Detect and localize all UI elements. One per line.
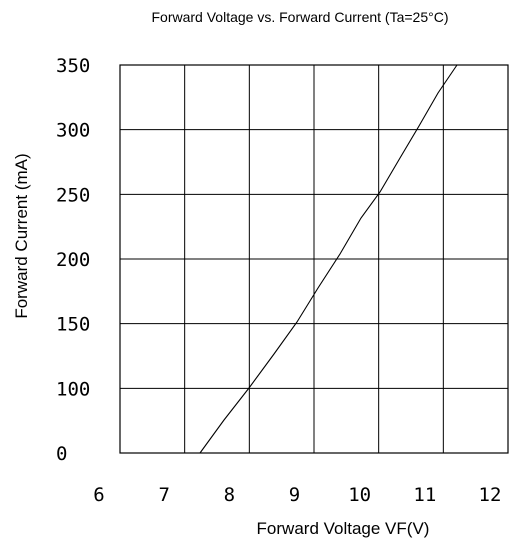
y-tick-label: 150 <box>56 314 90 336</box>
x-tick-label: 10 <box>348 484 371 506</box>
plot-grid <box>119 64 509 454</box>
series-line-forward-current <box>199 64 458 454</box>
x-tick-label: 11 <box>413 484 436 506</box>
x-tick-label: 6 <box>93 484 104 506</box>
y-tick-labels: 350 300 250 200 150 100 0 <box>56 55 90 465</box>
y-tick-label: 0 <box>56 443 67 465</box>
x-tick-label: 12 <box>479 484 502 506</box>
chart-title: Forward Voltage vs. Forward Current (Ta=… <box>152 9 449 25</box>
series-group <box>120 64 458 454</box>
y-tick-label: 200 <box>56 249 90 271</box>
x-tick-label: 9 <box>289 484 300 506</box>
x-tick-label: 8 <box>224 484 235 506</box>
y-tick-label: 300 <box>56 120 90 142</box>
x-tick-labels: 6 7 8 9 10 11 12 <box>93 484 501 506</box>
x-tick-label: 7 <box>158 484 169 506</box>
y-tick-label: 100 <box>56 378 90 400</box>
y-tick-label: 350 <box>56 55 90 77</box>
y-tick-label: 250 <box>56 184 90 206</box>
y-axis-label: Forward Current (mA) <box>12 153 31 318</box>
x-axis-label: Forward Voltage VF(V) <box>257 519 430 538</box>
